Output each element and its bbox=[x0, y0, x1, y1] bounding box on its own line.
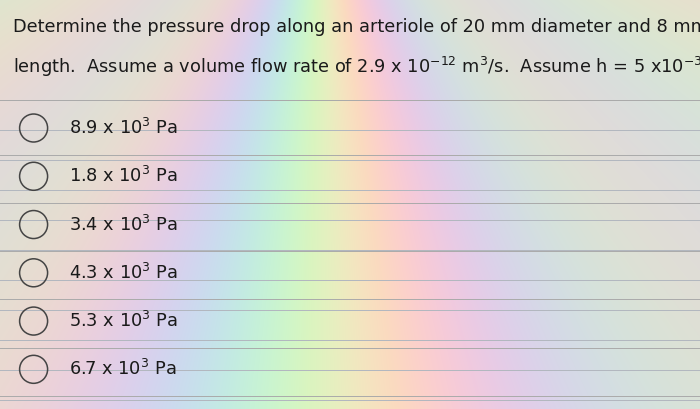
Text: 3.4 x 10$^{3}$ Pa: 3.4 x 10$^{3}$ Pa bbox=[69, 214, 178, 235]
Text: 8.9 x 10$^{3}$ Pa: 8.9 x 10$^{3}$ Pa bbox=[69, 118, 178, 138]
Text: length.  Assume a volume flow rate of 2.9 x 10$^{-12}$ m$^{3}$/s.  Assume h = 5 : length. Assume a volume flow rate of 2.9… bbox=[13, 55, 700, 79]
Text: 4.3 x 10$^{3}$ Pa: 4.3 x 10$^{3}$ Pa bbox=[69, 263, 178, 283]
Text: Determine the pressure drop along an arteriole of 20 mm diameter and 8 mm: Determine the pressure drop along an art… bbox=[13, 18, 700, 36]
Text: 6.7 x 10$^{3}$ Pa: 6.7 x 10$^{3}$ Pa bbox=[69, 359, 176, 380]
Text: 5.3 x 10$^{3}$ Pa: 5.3 x 10$^{3}$ Pa bbox=[69, 311, 178, 331]
Text: 1.8 x 10$^{3}$ Pa: 1.8 x 10$^{3}$ Pa bbox=[69, 166, 177, 187]
